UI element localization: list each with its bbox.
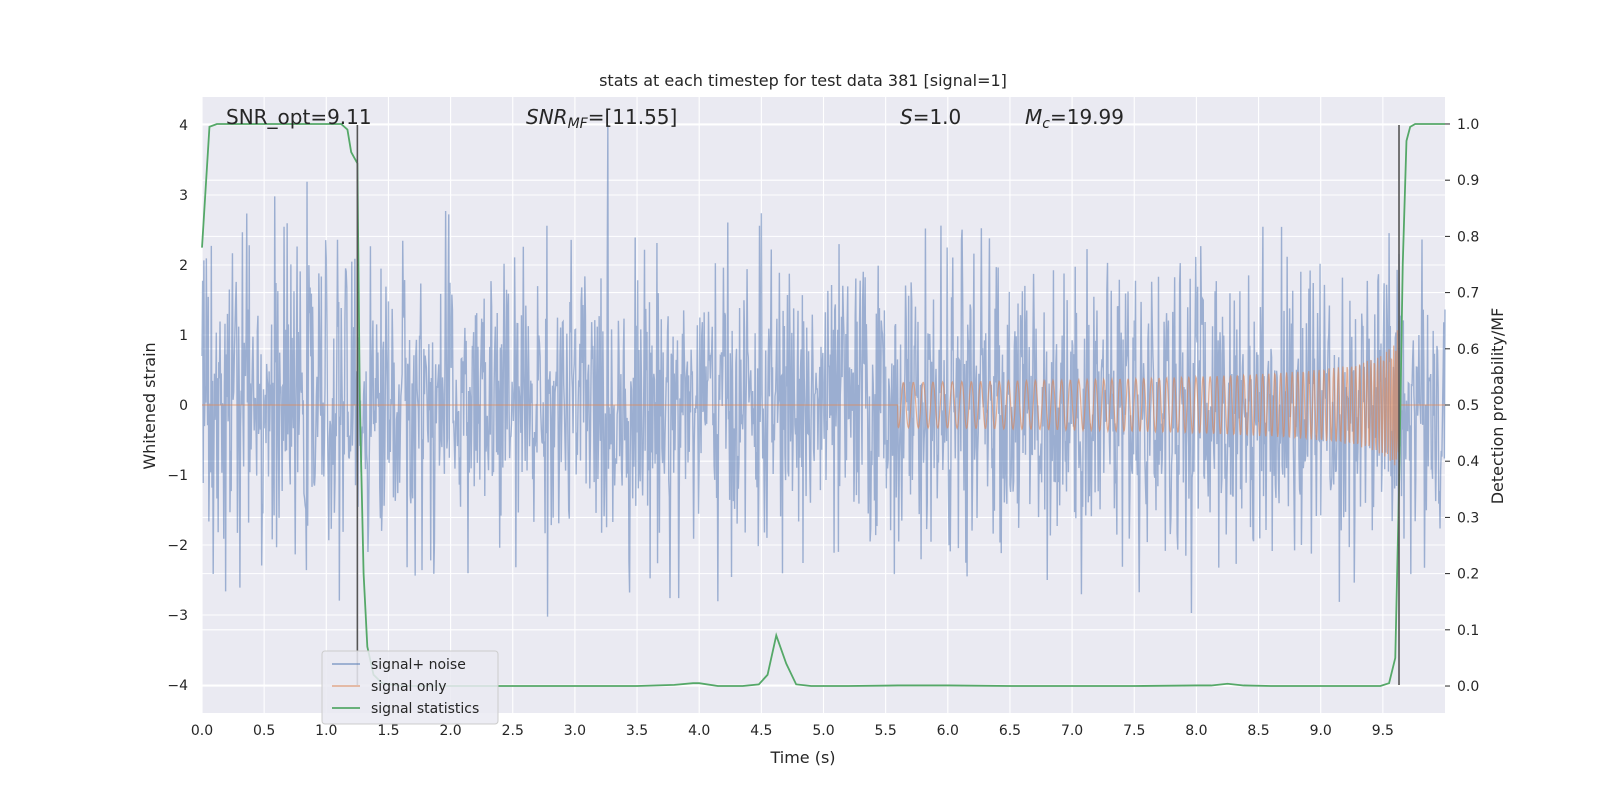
- annotation-s-value: =1.0: [913, 105, 962, 129]
- x-tick-label: 4.0: [688, 723, 710, 739]
- y-left-tick-label: −3: [167, 608, 188, 624]
- chart-title: stats at each timestep for test data 381…: [599, 71, 1007, 90]
- x-tick-label: 3.5: [626, 723, 648, 739]
- y-right-tick-label: 0.5: [1457, 398, 1479, 414]
- x-tick-label: 0.5: [253, 723, 275, 739]
- x-tick-label: 6.5: [999, 723, 1021, 739]
- y-left-axis-label: Whitened strain: [140, 342, 159, 469]
- x-tick-label: 3.0: [564, 723, 586, 739]
- x-tick-label: 0.0: [191, 723, 213, 739]
- x-tick-label: 9.5: [1372, 723, 1394, 739]
- x-axis-label: Time (s): [769, 748, 835, 767]
- x-tick-label: 1.0: [315, 723, 337, 739]
- x-tick-label: 1.5: [377, 723, 399, 739]
- legend-entry-signal-statistics: signal statistics: [371, 701, 479, 717]
- legend-box: [321, 650, 499, 725]
- y-left-axis-ticks: −4 −3 −2 −1 0 1 2 3 4: [167, 118, 188, 694]
- y-left-tick-label: 4: [179, 118, 188, 134]
- x-tick-label: 5.5: [875, 723, 897, 739]
- y-left-tick-label: 0: [179, 398, 188, 414]
- x-axis-ticks: 0.0 0.5 1.0 1.5 2.0 2.5 3.0 3.5 4.0 4.5 5.0 5.5 6.0 6…: [191, 723, 1394, 739]
- annotation-s-symbol: S: [900, 105, 913, 129]
- y-right-tick-label: 0.6: [1457, 342, 1479, 358]
- legend: signal+ noise signal only signal statist…: [321, 650, 499, 725]
- series-signal-statistics: [201, 123, 1445, 687]
- y-left-tick-label: 2: [179, 258, 188, 274]
- x-tick-label: 8.0: [1185, 723, 1207, 739]
- annotation-snr-mf-value: =[11.55]: [588, 105, 678, 129]
- y-left-tick-label: −4: [167, 678, 188, 694]
- annotation-snr-opt: SNR_opt=9.11: [226, 105, 372, 129]
- y-right-axis-ticks: 0.0 0.1 0.2 0.3 0.4 0.5 0.6 0.7 0.8 0.9 1.0: [1445, 117, 1479, 695]
- annotation-snr-mf-subscript: MF: [568, 116, 589, 132]
- x-tick-label: 7.0: [1061, 723, 1083, 739]
- y-left-tick-label: −1: [167, 468, 188, 484]
- x-tick-label: 9.0: [1310, 723, 1332, 739]
- series-signal-only: [202, 321, 1445, 466]
- y-right-tick-label: 0.1: [1457, 623, 1479, 639]
- vertical-markers: [356, 125, 1400, 685]
- legend-entry-signal-only: signal only: [371, 679, 446, 695]
- series-signal-noise: [201, 124, 1446, 617]
- x-tick-label: 7.5: [1123, 723, 1145, 739]
- y-right-tick-label: 0.8: [1457, 229, 1479, 245]
- legend-entry-signal-noise: signal+ noise: [371, 657, 466, 673]
- x-tick-label: 5.0: [812, 723, 834, 739]
- annotation-snr-mf-symbol: SNR: [526, 105, 568, 129]
- x-tick-label: 4.5: [750, 723, 772, 739]
- x-tick-label: 2.5: [502, 723, 524, 739]
- annotation-mc-value: =19.99: [1050, 105, 1124, 129]
- y-left-tick-label: −2: [167, 538, 188, 554]
- y-right-tick-label: 0.2: [1457, 567, 1479, 583]
- y-right-axis-label: Detection probability/MF: [1488, 308, 1507, 505]
- annotation-snr-mf: SNRMF=[11.55]: [526, 105, 677, 132]
- y-right-tick-label: 0.0: [1457, 679, 1479, 695]
- y-left-tick-label: 3: [179, 188, 188, 204]
- y-right-tick-label: 0.4: [1457, 454, 1479, 470]
- y-left-tick-label: 1: [179, 328, 188, 344]
- annotation-s: S=1.0: [900, 105, 961, 129]
- x-tick-label: 2.0: [439, 723, 461, 739]
- series-layer: [201, 123, 1446, 687]
- y-right-tick-label: 1.0: [1457, 117, 1479, 133]
- annotation-mc-subscript: c: [1042, 116, 1050, 132]
- x-tick-label: 6.0: [937, 723, 959, 739]
- annotation-mc: Mc=19.99: [1025, 105, 1124, 132]
- annotation-mc-symbol: M: [1025, 105, 1042, 129]
- y-right-tick-label: 0.7: [1457, 286, 1479, 302]
- y-right-tick-label: 0.9: [1457, 173, 1479, 189]
- x-tick-label: 8.5: [1247, 723, 1269, 739]
- y-right-tick-label: 0.3: [1457, 510, 1479, 526]
